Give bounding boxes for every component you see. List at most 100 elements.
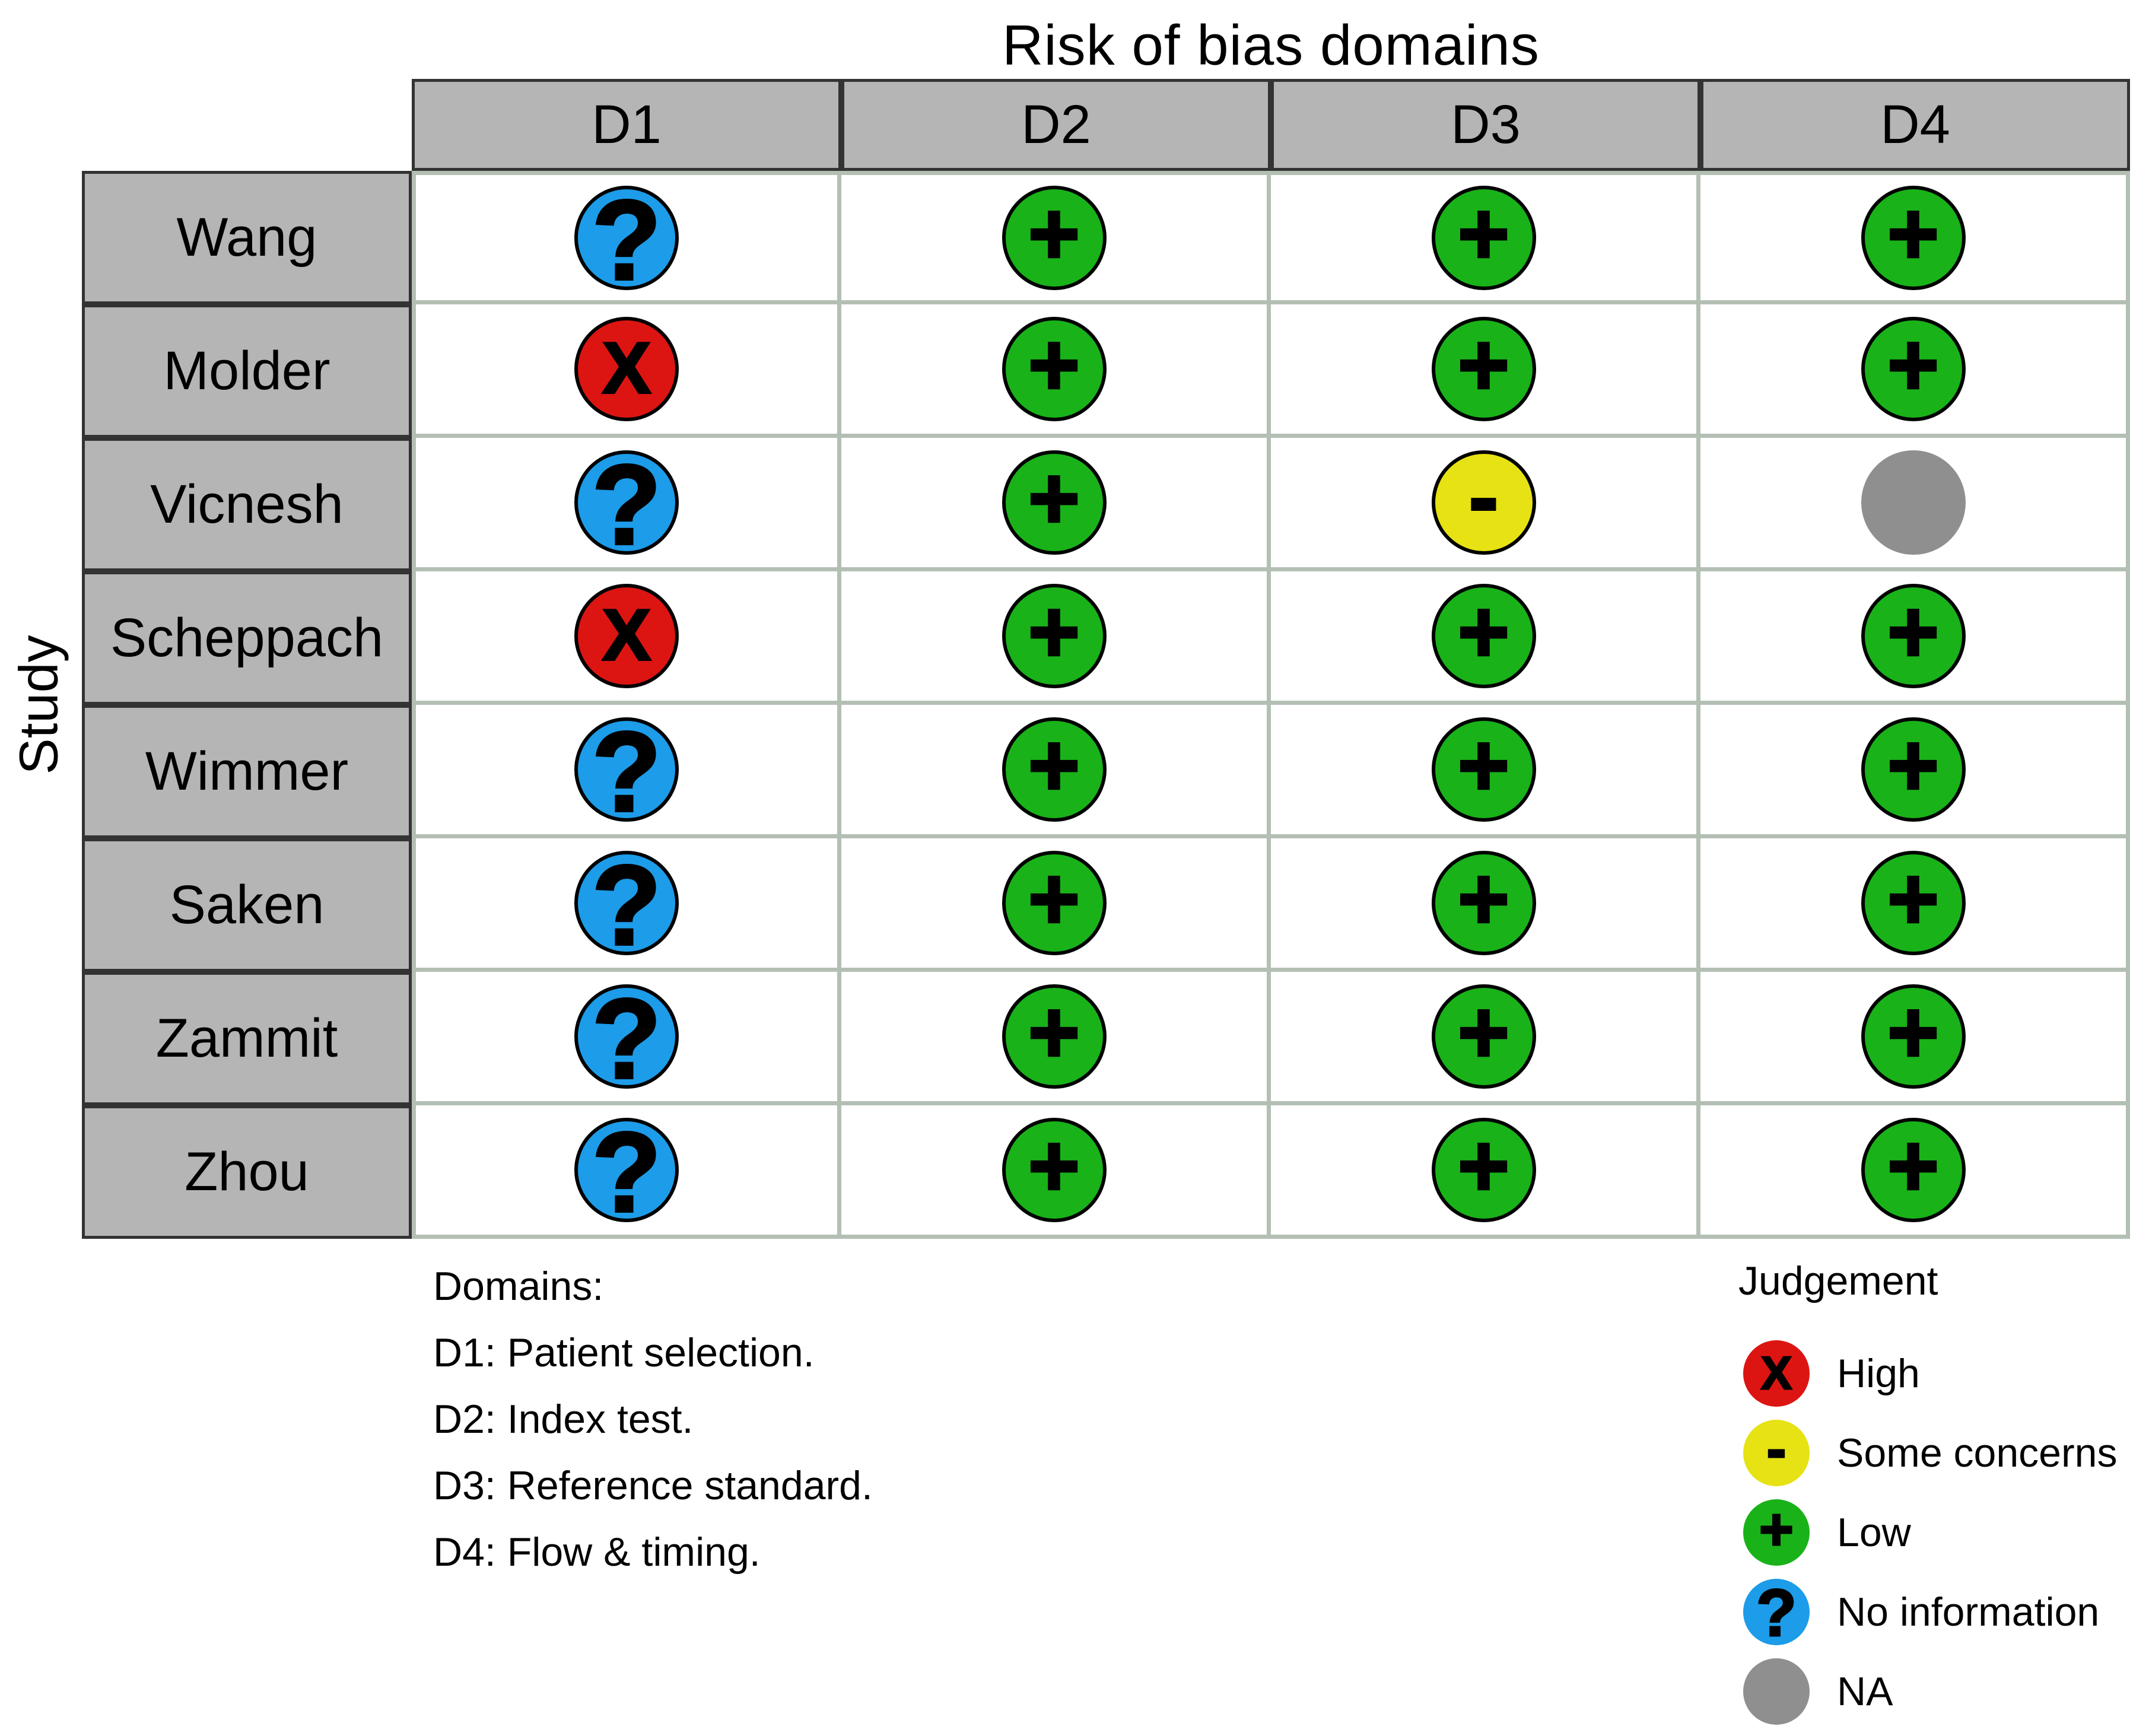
- judgement-symbol: +: [1027, 982, 1082, 1082]
- judgement-symbol: -: [1468, 447, 1500, 546]
- cell-vicnesh-d3: -: [1271, 438, 1700, 571]
- judgement-symbol: -: [1766, 1416, 1787, 1482]
- cell-wimmer-d3: +: [1271, 705, 1700, 838]
- cell-zammit-d3: +: [1271, 972, 1700, 1105]
- judgement-symbol: +: [1027, 183, 1082, 283]
- legend-item-no-information: ? No information: [1738, 1572, 2117, 1652]
- legend-item-low: + Low: [1738, 1493, 2117, 1572]
- table-corner-spacer: [82, 79, 412, 171]
- judgement-circle: +: [1002, 984, 1107, 1089]
- cell-zammit-d4: +: [1700, 972, 2130, 1105]
- column-header-d2: D2: [841, 79, 1271, 171]
- judgement-circle: ?: [574, 981, 679, 1097]
- cell-molder-d3: +: [1271, 304, 1700, 438]
- high-risk-icon: X: [1743, 1340, 1810, 1407]
- judgement-symbol: +: [1027, 1115, 1082, 1215]
- row-header-saken: Saken: [82, 838, 412, 972]
- cell-molder-d2: +: [841, 304, 1271, 438]
- judgement-circle: +: [1431, 848, 1536, 955]
- judgement-symbol: +: [1886, 715, 1941, 815]
- judgement-symbol: +: [1457, 314, 1511, 414]
- legend-item-some-concerns: - Some concerns: [1738, 1413, 2117, 1493]
- cell-molder-d1: X: [412, 304, 841, 438]
- judgement-symbol: X: [1760, 1347, 1792, 1399]
- judgement-circle: +: [1861, 851, 1966, 955]
- cell-wang-d4: +: [1700, 171, 2130, 304]
- no-information-icon: ?: [1743, 1576, 1810, 1650]
- judgement-symbol: +: [1027, 715, 1082, 815]
- legend-label: Low: [1837, 1510, 1911, 1555]
- judgement-symbol: X: [601, 594, 651, 675]
- domains-footnote-heading: Domains:: [433, 1264, 604, 1309]
- legend-label: No information: [1837, 1589, 2100, 1635]
- judgement-circle: +: [1002, 717, 1107, 822]
- low-risk-icon: +: [1743, 1499, 1810, 1566]
- judgement-circle: ?: [574, 182, 679, 298]
- cell-scheppach-d4: +: [1700, 571, 2130, 705]
- domain-definition-d1: D1: Patient selection.: [433, 1330, 815, 1375]
- judgement-symbol: +: [1457, 183, 1511, 283]
- cell-saken-d4: +: [1700, 838, 2130, 972]
- judgement-circle: ?: [574, 714, 679, 830]
- judgement-symbol: +: [1027, 581, 1082, 681]
- judgement-symbol: +: [1457, 581, 1511, 681]
- judgement-circle: ?: [574, 447, 679, 563]
- judgement-symbol: +: [1457, 848, 1511, 948]
- judgement-symbol: +: [1457, 715, 1511, 815]
- judgement-symbol: ?: [590, 176, 662, 304]
- row-header-wang: Wang: [82, 171, 412, 304]
- row-header-zammit: Zammit: [82, 972, 412, 1105]
- traffic-light-table: D1 D2 D3 D4 Wang ? + + + Molder X + + + …: [82, 79, 2130, 1239]
- judgement-circle: +: [1002, 317, 1107, 421]
- judgement-circle: +: [1861, 317, 1966, 421]
- judgement-circle: [1861, 450, 1966, 555]
- judgement-circle: X: [574, 317, 679, 421]
- judgement-circle: -: [1431, 447, 1536, 555]
- judgement-symbol: X: [601, 328, 651, 408]
- row-header-vicnesh: Vicnesh: [82, 438, 412, 571]
- judgement-symbol: ?: [1755, 1576, 1797, 1650]
- judgement-symbol: ?: [590, 441, 662, 568]
- judgement-circle: +: [1431, 984, 1536, 1089]
- judgement-circle: +: [1431, 183, 1536, 290]
- judgement-symbol: +: [1886, 183, 1941, 283]
- some-concerns-icon: -: [1743, 1416, 1810, 1486]
- judgement-symbol: +: [1886, 848, 1941, 948]
- judgement-circle: +: [1861, 984, 1966, 1089]
- judgement-symbol: +: [1027, 448, 1082, 548]
- judgement-circle: +: [1431, 581, 1536, 688]
- na-icon: [1743, 1658, 1810, 1725]
- row-header-zhou: Zhou: [82, 1105, 412, 1239]
- judgement-circle: +: [1431, 1115, 1536, 1222]
- judgement-circle: +: [1861, 1118, 1966, 1222]
- row-header-molder: Molder: [82, 304, 412, 438]
- domain-definition-d4: D4: Flow & timing.: [433, 1530, 761, 1575]
- cell-zammit-d1: ?: [412, 972, 841, 1105]
- judgement-circle: ?: [574, 1114, 679, 1231]
- judgement-symbol: ?: [590, 975, 662, 1102]
- domain-definition-d2: D2: Index test.: [433, 1397, 694, 1442]
- judgement-symbol: ?: [590, 708, 662, 835]
- cell-saken-d2: +: [841, 838, 1271, 972]
- cell-vicnesh-d1: ?: [412, 438, 841, 571]
- cell-saken-d1: ?: [412, 838, 841, 972]
- cell-zhou-d1: ?: [412, 1105, 841, 1239]
- cell-wang-d2: +: [841, 171, 1271, 304]
- judgement-symbol: ?: [590, 841, 662, 969]
- cell-vicnesh-d4: [1700, 438, 2130, 571]
- y-axis-label: Study: [8, 635, 69, 775]
- judgement-circle: +: [1861, 584, 1966, 688]
- cell-scheppach-d3: +: [1271, 571, 1700, 705]
- judgement-symbol: +: [1758, 1496, 1794, 1563]
- cell-saken-d3: +: [1271, 838, 1700, 972]
- cell-zammit-d2: +: [841, 972, 1271, 1105]
- cell-scheppach-d2: +: [841, 571, 1271, 705]
- cell-wimmer-d1: ?: [412, 705, 841, 838]
- legend-title: Judgement: [1738, 1258, 1938, 1303]
- judgement-circle: +: [1002, 450, 1107, 555]
- judgement-legend: Judgement X High - Some concerns + Low ?…: [1738, 1258, 2117, 1731]
- judgement-circle: +: [1002, 183, 1107, 290]
- judgement-symbol: +: [1457, 1115, 1511, 1215]
- cell-wimmer-d4: +: [1700, 705, 2130, 838]
